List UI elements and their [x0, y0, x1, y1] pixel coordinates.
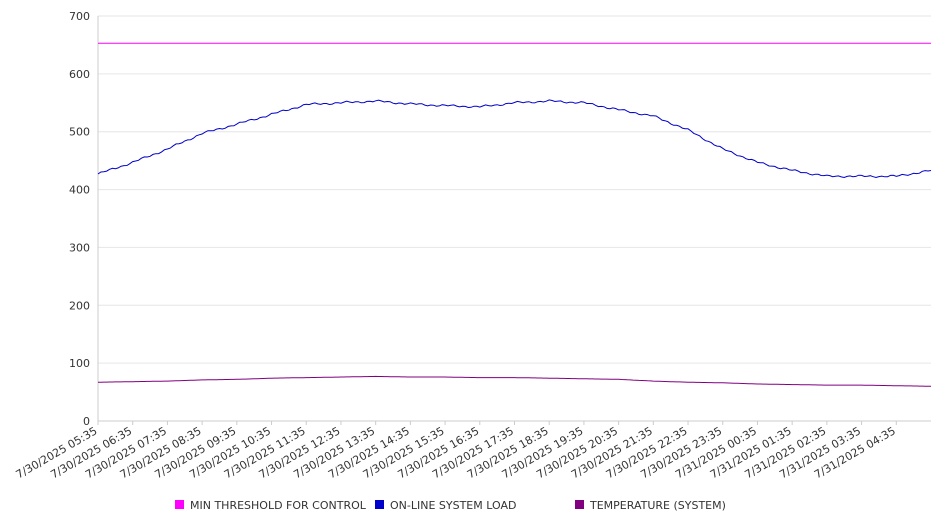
- y-axis-ticks: 0 100 200 300 400 500 600 700: [69, 10, 90, 428]
- y-tick-label: 500: [69, 126, 90, 139]
- y-tick-label: 0: [83, 415, 90, 428]
- legend-swatch: [175, 500, 184, 509]
- gridlines: [98, 15, 931, 364]
- series-line-1: [97, 99, 932, 179]
- legend-label: ON-LINE SYSTEM LOAD: [390, 499, 516, 512]
- legend-swatch: [575, 500, 584, 509]
- y-tick-label: 400: [69, 184, 90, 197]
- series-line-2: [98, 375, 932, 387]
- y-tick-label: 200: [69, 299, 90, 312]
- legend-label: TEMPERATURE (SYSTEM): [589, 499, 726, 512]
- legend-swatch: [375, 500, 384, 509]
- y-tick-label: 300: [69, 241, 90, 254]
- axes: [97, 16, 931, 422]
- y-tick-label: 100: [69, 357, 90, 370]
- legend-label: MIN THRESHOLD FOR CONTROL: [190, 499, 367, 512]
- series-lines: [97, 42, 932, 387]
- y-tick-label: 700: [69, 10, 90, 23]
- y-tick-label: 600: [69, 68, 90, 81]
- x-axis-ticks: 7/30/2025 05:357/30/2025 06:357/30/2025 …: [14, 421, 898, 481]
- legend: MIN THRESHOLD FOR CONTROL ON-LINE SYSTEM …: [175, 499, 726, 512]
